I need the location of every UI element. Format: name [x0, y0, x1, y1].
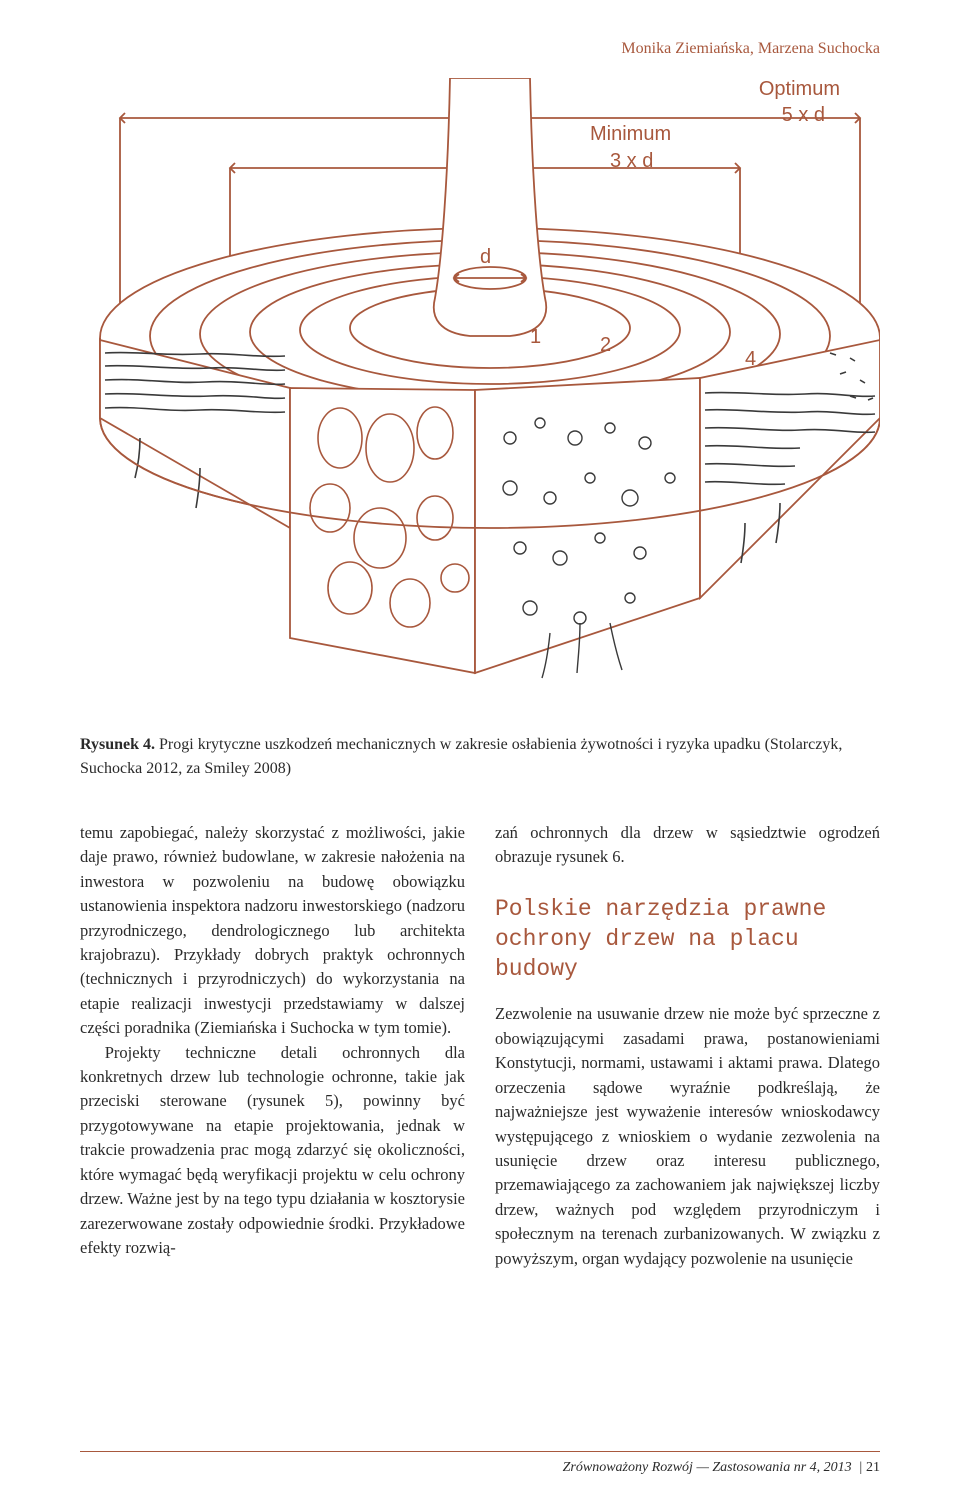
label-minimum: Minimum: [590, 123, 671, 146]
right-p1: zań ochronnych dla drzew w sąsiedztwie o…: [495, 821, 880, 870]
right-p2: Zezwolenie na usuwanie drzew nie może by…: [495, 1002, 880, 1270]
footer-journal: Zrównoważony Rozwój — Zastosowania nr 4,…: [563, 1460, 852, 1475]
left-column: temu zapobiegać, należy skorzystać z moż…: [80, 821, 465, 1271]
right-column: zań ochronnych dla drzew w sąsiedztwie o…: [495, 821, 880, 1271]
header-author: Monika Ziemiańska, Marzena Suchocka: [80, 40, 880, 58]
label-zone-2: 2: [600, 334, 611, 357]
caption-lead: Rysunek 4.: [80, 736, 155, 753]
page-footer: Zrównoważony Rozwój — Zastosowania nr 4,…: [80, 1451, 880, 1476]
label-d: d: [480, 246, 491, 269]
label-zone-4: 4: [745, 348, 756, 371]
text-columns: temu zapobiegać, należy skorzystać z moż…: [80, 821, 880, 1271]
label-optimum-val: 5 x d: [782, 104, 825, 127]
left-p2: Projekty techniczne detali ochronnych dl…: [80, 1041, 465, 1261]
label-zone-1: 1: [530, 326, 541, 349]
left-p1: temu zapobiegać, należy skorzystać z moż…: [80, 821, 465, 1041]
footer-page: 21: [866, 1460, 880, 1475]
section-title: Polskie narzędzia prawne ochrony drzew n…: [495, 895, 880, 985]
figure-4: Optimum 5 x d Minimum 3 x d d 1 2 4: [80, 78, 880, 718]
label-optimum: Optimum: [759, 78, 840, 101]
caption-text: Progi krytyczne uszkodzeń mechanicznych …: [80, 736, 842, 777]
figure-caption: Rysunek 4. Progi krytyczne uszkodzeń mec…: [80, 733, 880, 781]
label-minimum-val: 3 x d: [610, 150, 653, 173]
tree-root-diagram-svg: [80, 78, 880, 718]
